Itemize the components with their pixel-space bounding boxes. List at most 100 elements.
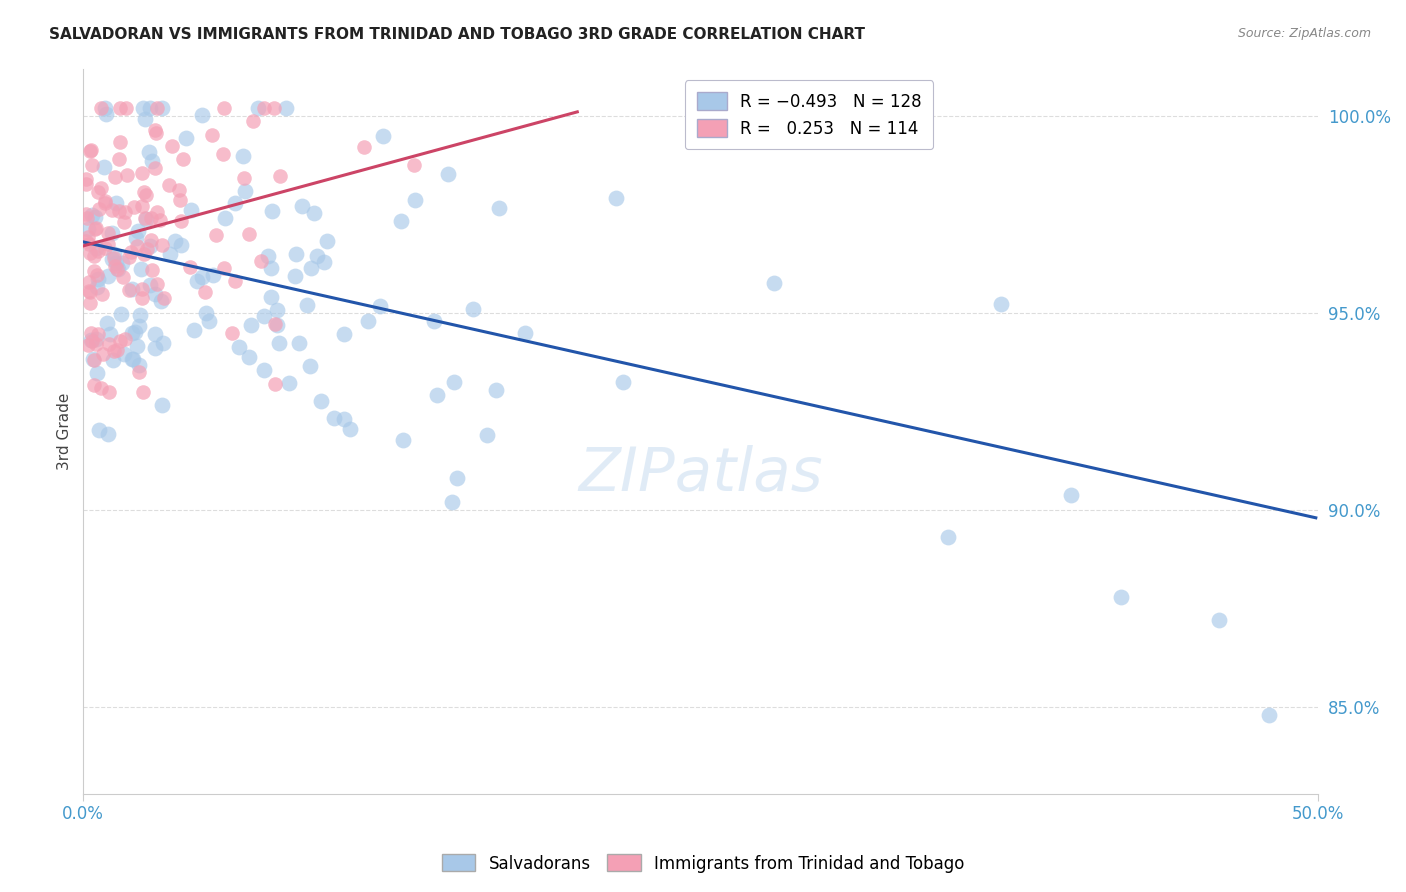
Point — [96, 316, 118, 330]
Point — [488, 201, 510, 215]
Point — [79, 144, 101, 158]
Point — [612, 375, 634, 389]
Point — [108, 101, 131, 115]
Point — [132, 247, 155, 261]
Point — [239, 318, 262, 333]
Point — [146, 277, 169, 292]
Point — [299, 260, 322, 275]
Point — [191, 108, 214, 122]
Point — [105, 343, 128, 357]
Point — [162, 139, 184, 153]
Point — [84, 221, 107, 235]
Point — [253, 101, 276, 115]
Text: ZIPatlas: ZIPatlas — [578, 445, 823, 504]
Point — [266, 318, 288, 332]
Point — [212, 101, 235, 115]
Point — [224, 274, 246, 288]
Point — [104, 170, 127, 185]
Point — [295, 298, 318, 312]
Point — [149, 213, 172, 227]
Point — [114, 205, 136, 219]
Point — [122, 351, 145, 366]
Point — [87, 244, 110, 259]
Point — [169, 214, 191, 228]
Legend: Salvadorans, Immigrants from Trinidad and Tobago: Salvadorans, Immigrants from Trinidad an… — [434, 847, 972, 880]
Point — [389, 213, 412, 227]
Text: Source: ZipAtlas.com: Source: ZipAtlas.com — [1237, 27, 1371, 40]
Point — [204, 228, 226, 243]
Point — [232, 149, 254, 163]
Point — [150, 238, 173, 252]
Point — [249, 253, 271, 268]
Point — [145, 341, 167, 355]
Point — [141, 263, 163, 277]
Point — [139, 278, 162, 293]
Point — [423, 314, 446, 328]
Point — [125, 231, 148, 245]
Point — [86, 332, 108, 346]
Point — [266, 303, 288, 318]
Point — [87, 202, 110, 216]
Point — [107, 262, 129, 277]
Point — [143, 326, 166, 341]
Point — [284, 268, 307, 283]
Point — [121, 281, 143, 295]
Point — [150, 398, 173, 412]
Point — [112, 214, 135, 228]
Point — [212, 260, 235, 275]
Point — [404, 158, 426, 172]
Point — [139, 101, 162, 115]
Point — [238, 227, 260, 242]
Point — [83, 249, 105, 263]
Point — [86, 326, 108, 341]
Point — [86, 268, 108, 282]
Point — [110, 334, 132, 348]
Point — [125, 239, 148, 253]
Point — [110, 307, 132, 321]
Point — [146, 204, 169, 219]
Point — [1208, 613, 1230, 627]
Point — [128, 318, 150, 333]
Point — [131, 166, 153, 180]
Point — [112, 347, 135, 361]
Point — [165, 235, 187, 249]
Point — [93, 160, 115, 174]
Point — [436, 167, 458, 181]
Point — [118, 283, 141, 297]
Point — [77, 236, 100, 251]
Point — [121, 326, 143, 340]
Point — [93, 347, 115, 361]
Point — [103, 344, 125, 359]
Point — [190, 269, 212, 284]
Point — [141, 154, 163, 169]
Point — [246, 101, 269, 115]
Point — [124, 325, 146, 339]
Point — [108, 203, 131, 218]
Point — [128, 358, 150, 372]
Point — [131, 282, 153, 296]
Point — [312, 255, 335, 269]
Point — [269, 335, 291, 350]
Point — [125, 339, 148, 353]
Point — [307, 249, 329, 263]
Point — [278, 376, 301, 390]
Point — [145, 126, 167, 140]
Point — [86, 280, 108, 294]
Point — [936, 530, 959, 544]
Point — [103, 246, 125, 260]
Point — [138, 145, 160, 160]
Point — [103, 251, 125, 265]
Point — [159, 246, 181, 260]
Point — [440, 495, 463, 509]
Point — [132, 101, 155, 115]
Point — [110, 135, 132, 149]
Point — [134, 211, 156, 225]
Point — [101, 227, 124, 241]
Point — [80, 333, 103, 347]
Point — [198, 314, 221, 328]
Point — [135, 211, 157, 226]
Point — [124, 200, 146, 214]
Point — [83, 353, 105, 368]
Point — [94, 195, 117, 210]
Point — [426, 388, 449, 402]
